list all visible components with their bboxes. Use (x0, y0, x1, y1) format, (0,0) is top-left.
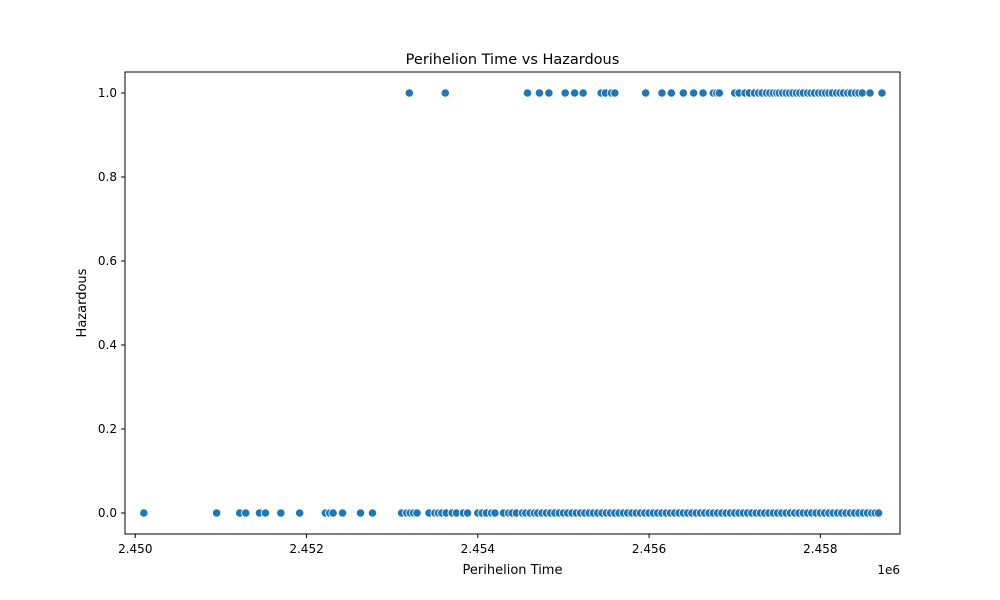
x-tick-label: 2.458 (803, 542, 837, 556)
data-point (295, 508, 305, 518)
data-point (689, 88, 699, 98)
data-point (440, 88, 450, 98)
y-tick-label: 0.4 (98, 338, 117, 352)
data-point (412, 508, 422, 518)
data-point (698, 88, 708, 98)
data-point (534, 88, 545, 98)
y-tick-label: 0.8 (98, 170, 117, 184)
y-tick-label: 0.2 (98, 422, 117, 436)
x-axis-offset-label: 1e6 (877, 563, 900, 577)
y-axis: 0.0 0.2 0.4 0.6 0.8 1.0 (98, 86, 125, 520)
data-point (462, 508, 473, 518)
data-point (490, 508, 500, 518)
y-tick-label: 0.0 (98, 506, 117, 520)
data-point (544, 88, 554, 98)
data-point (714, 88, 724, 98)
data-point (139, 508, 149, 518)
data-point (578, 88, 588, 98)
x-axis: 2.450 2.452 2.454 2.456 2.458 (118, 534, 838, 556)
plot-area-frame (124, 71, 901, 535)
data-point (873, 508, 884, 518)
y-tick-label: 1.0 (98, 86, 117, 100)
data-point (522, 88, 533, 98)
data-point (569, 88, 580, 98)
x-tick-label: 2.452 (289, 542, 323, 556)
data-point (678, 88, 688, 98)
data-point (328, 508, 338, 518)
data-point (367, 508, 378, 518)
chart-title: Perihelion Time vs Hazardous (406, 52, 620, 68)
x-tick-label: 2.456 (632, 542, 666, 556)
data-point (260, 508, 271, 518)
data-point (641, 88, 651, 98)
data-point (241, 508, 251, 518)
data-point (337, 508, 348, 518)
x-tick-label: 2.454 (461, 542, 495, 556)
data-point (560, 88, 570, 98)
x-axis-label: Perihelion Time (463, 563, 563, 578)
y-axis-label: Hazardous (75, 268, 90, 337)
data-point (666, 88, 676, 98)
data-point (877, 88, 887, 98)
data-point (857, 88, 867, 98)
data-point (212, 508, 222, 518)
data-points (139, 88, 887, 518)
data-point (657, 88, 667, 98)
data-point (276, 508, 286, 518)
y-tick-label: 0.6 (98, 254, 117, 268)
data-point (865, 88, 875, 98)
data-point (355, 508, 366, 518)
data-point (610, 88, 620, 98)
x-tick-label: 2.450 (118, 542, 152, 556)
data-point (404, 88, 414, 98)
